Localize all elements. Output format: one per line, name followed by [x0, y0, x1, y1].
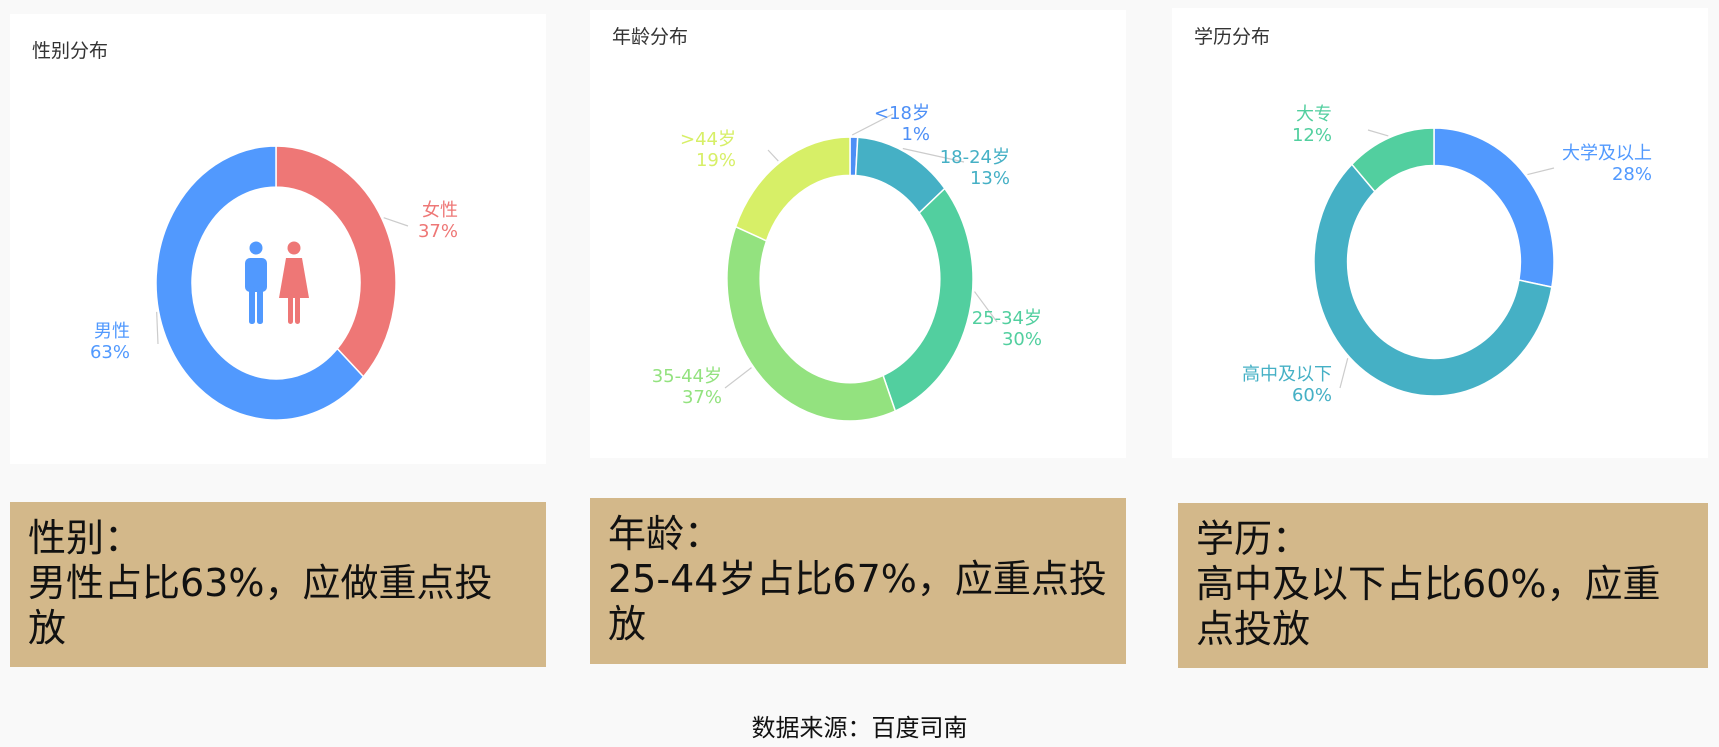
label-line-1-1	[902, 147, 965, 163]
slice-1-4	[734, 136, 851, 242]
slice-2-1	[1313, 163, 1553, 397]
slice-label-1-1: 18-24岁	[940, 147, 1010, 168]
slice-label-2-2: 大专	[1296, 104, 1332, 125]
education-note-heading: 学历：	[1196, 517, 1311, 561]
slice-label-1-0: <18岁	[874, 103, 930, 124]
slice-2-2	[1350, 127, 1435, 193]
slice-pct-0-1: 63%	[90, 342, 130, 363]
education-note-body: 高中及以下占比60%，应重点投放	[1196, 562, 1661, 651]
slice-label-1-3: 35-44岁	[652, 366, 722, 387]
slice-0-1	[155, 145, 365, 421]
slice-pct-1-4: 19%	[696, 150, 736, 171]
gender-note-heading: 性别：	[28, 516, 143, 560]
slice-0-0	[275, 145, 397, 378]
education-note: 学历： 高中及以下占比60%，应重点投放	[1178, 503, 1708, 668]
slice-pct-0-0: 37%	[418, 221, 458, 242]
label-line-0-1	[156, 311, 159, 345]
education-chart-panel: 学历分布 大学及以上 28% 高中及以下 60% 大专 12%	[1172, 8, 1708, 458]
label-line-2-1	[1339, 358, 1349, 389]
slice-label-0-1: 男性	[94, 321, 130, 342]
age-chart-title: 年龄分布	[612, 26, 689, 48]
slice-pct-1-2: 30%	[1002, 329, 1042, 350]
gender-note-body: 男性占比63%，应做重点投放	[28, 561, 493, 650]
gender-note: 性别： 男性占比63%，应做重点投放	[10, 502, 546, 667]
slice-1-2	[882, 187, 974, 413]
slice-pct-2-1: 60%	[1292, 385, 1332, 406]
education-chart-title: 学历分布	[1194, 26, 1271, 48]
slice-pct-1-0: 1%	[901, 124, 930, 145]
data-source: 数据来源：百度司南	[751, 714, 968, 742]
gender-chart-title: 性别分布	[32, 40, 109, 62]
slice-label-0-0: 女性	[422, 200, 458, 221]
label-line-2-0	[1527, 167, 1555, 176]
label-line-1-0	[851, 113, 894, 136]
slice-label-2-0: 大学及以上	[1562, 143, 1652, 164]
gender-chart-panel: 性别分布 女性 37% 男性 63%	[10, 14, 546, 464]
label-line-2-2	[1367, 129, 1389, 137]
male-female-icon	[245, 241, 309, 324]
slice-label-1-4: >44岁	[680, 129, 736, 150]
age-note: 年龄： 25-44岁占比67%，应重点投放	[590, 498, 1126, 664]
slice-pct-2-2: 12%	[1292, 125, 1332, 146]
label-line-1-4	[767, 149, 779, 162]
slice-pct-1-3: 37%	[682, 387, 722, 408]
slice-label-2-1: 高中及以下	[1242, 364, 1332, 385]
slice-2-0	[1433, 127, 1555, 289]
slice-label-1-2: 25-34岁	[972, 308, 1042, 329]
age-chart-panel: 年龄分布 <18岁 1% 18-24岁 13% 25-34岁 30% 35-44岁 37% >4…	[590, 10, 1126, 458]
slice-pct-1-1: 13%	[970, 168, 1010, 189]
slice-1-3	[726, 225, 897, 422]
label-line-1-3	[724, 367, 752, 389]
age-note-heading: 年龄：	[608, 512, 723, 556]
age-note-body: 25-44岁占比67%，应重点投放	[608, 557, 1107, 646]
label-line-1-2	[974, 291, 998, 323]
label-line-0-0	[383, 217, 409, 227]
slice-pct-2-0: 28%	[1612, 164, 1652, 185]
